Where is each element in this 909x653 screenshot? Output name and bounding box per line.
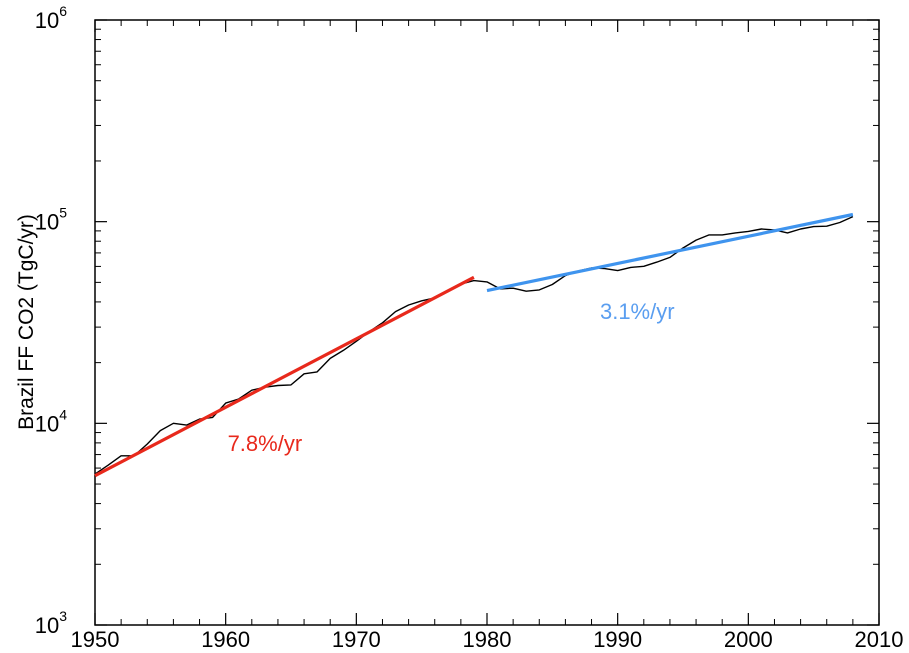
x-tick-label: 1950: [71, 627, 120, 652]
annotation-layer: 7.8%/yr 3.1%/yr: [228, 299, 675, 456]
y-tick-base: 10: [35, 8, 59, 33]
x-tick-label: 1990: [593, 627, 642, 652]
y-tick-label: 106: [35, 3, 67, 33]
x-tick-label: 1960: [201, 627, 250, 652]
fit-line-1950-1979: [94, 275, 475, 478]
y-tick-exponent: 5: [59, 205, 67, 221]
x-tick-label: 2000: [724, 627, 773, 652]
plot-frame: [94, 19, 880, 626]
fit-line-1980-2008: [486, 212, 854, 293]
x-axis-ticks: 1950 1960 1970 1980 1990 2000 2010: [71, 20, 904, 652]
y-tick-label: 103: [35, 608, 67, 638]
y-tick-label: 104: [35, 406, 67, 436]
x-tick-label: 1970: [332, 627, 381, 652]
y-tick-label: 105: [35, 205, 67, 235]
y-tick-base: 10: [35, 613, 59, 638]
y-tick-base: 10: [35, 210, 59, 235]
x-tick-label: 1980: [463, 627, 512, 652]
y-tick-base: 10: [35, 411, 59, 436]
y-tick-exponent: 4: [59, 406, 67, 422]
x-tick-label: 2010: [855, 627, 904, 652]
y-tick-exponent: 3: [59, 608, 67, 624]
y-tick-exponent: 6: [59, 3, 67, 19]
emissions-line: [94, 215, 854, 475]
series-layer: [94, 212, 854, 478]
growth-rate-annotation: 3.1%/yr: [600, 299, 675, 324]
y-axis-label: Brazil FF CO2 (TgC/yr): [15, 214, 38, 430]
growth-rate-annotation: 7.8%/yr: [228, 431, 303, 456]
